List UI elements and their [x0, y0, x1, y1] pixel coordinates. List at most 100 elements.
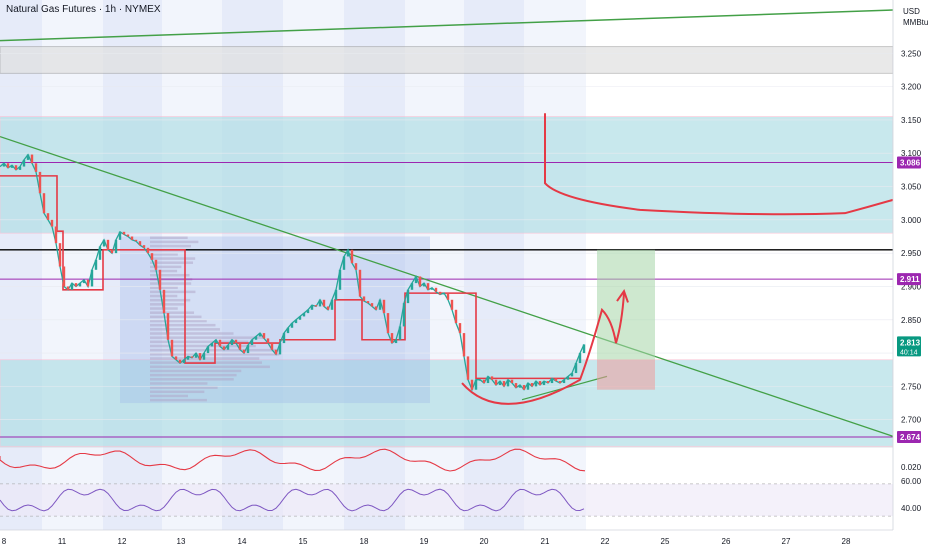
candle: [67, 286, 69, 289]
candle: [79, 283, 81, 286]
price-tick-label: 2.850: [901, 316, 922, 325]
time-tick-label: 21: [541, 537, 550, 546]
volume-profile-bar: [150, 316, 201, 319]
candle: [191, 356, 193, 357]
candle: [179, 360, 181, 363]
time-tick-label: 28: [842, 537, 851, 546]
candle: [127, 234, 129, 236]
candle: [203, 353, 205, 360]
candle: [363, 296, 365, 301]
candle: [299, 316, 301, 319]
candle: [279, 343, 281, 354]
volume-profile-bar: [150, 286, 178, 289]
price-tick-label: 2.950: [901, 249, 922, 258]
candle: [287, 328, 289, 333]
candle: [407, 290, 409, 303]
candle: [115, 240, 117, 253]
candle: [383, 300, 385, 313]
time-tick-label: 8: [2, 537, 7, 546]
candle: [379, 300, 381, 310]
price-tick-label: 2.750: [901, 382, 922, 391]
time-tick-label: 22: [601, 537, 610, 546]
unit-label: MMBtu: [903, 17, 928, 28]
candle: [155, 260, 157, 270]
long-position-tool: [597, 250, 655, 390]
candle: [55, 227, 57, 244]
candle: [247, 345, 249, 353]
candle: [555, 378, 557, 381]
candle: [175, 356, 177, 359]
candle: [239, 343, 241, 350]
stop-zone: [597, 360, 655, 390]
candle: [319, 300, 321, 307]
candle: [459, 323, 461, 333]
candle: [515, 383, 517, 388]
candle: [563, 380, 565, 383]
candle: [507, 380, 509, 387]
volume-profile-bar: [150, 378, 234, 381]
volume-profile-bar: [150, 257, 195, 260]
candle: [231, 340, 233, 345]
candle: [327, 306, 329, 309]
candle: [347, 250, 349, 257]
candle: [543, 381, 545, 385]
volume-profile-bar: [150, 391, 204, 394]
candle: [531, 383, 533, 386]
volume-profile-bar: [150, 399, 207, 402]
candle: [495, 380, 497, 385]
candle: [3, 163, 5, 166]
volume-profile-bar: [150, 274, 190, 277]
candle: [559, 381, 561, 383]
candle: [27, 155, 29, 160]
candle: [63, 266, 65, 286]
candle: [71, 283, 73, 290]
candle: [83, 280, 85, 283]
candle: [519, 385, 521, 388]
candle: [579, 353, 581, 363]
price-tick-label: 3.050: [901, 183, 922, 192]
candle: [295, 320, 297, 323]
time-tick-label: 12: [118, 537, 127, 546]
candle: [255, 336, 257, 339]
candle: [335, 290, 337, 300]
volume-profile-bar: [150, 370, 241, 373]
price-tick-label: 3.200: [901, 83, 922, 92]
candle: [263, 333, 265, 338]
candle: [31, 155, 33, 164]
time-tick-label: 13: [177, 537, 186, 546]
candle: [371, 303, 373, 306]
candle: [47, 213, 49, 220]
candle: [75, 283, 77, 286]
volume-profile-bar: [150, 253, 178, 256]
candle: [211, 343, 213, 346]
candle: [199, 353, 201, 360]
candle: [367, 301, 369, 303]
volume-profile-bar: [150, 245, 191, 248]
candle: [331, 300, 333, 310]
volume-profile-bar: [150, 382, 207, 385]
candle: [111, 250, 113, 253]
candle: [95, 260, 97, 270]
candle: [227, 345, 229, 350]
candle: [471, 380, 473, 390]
candle: [99, 246, 101, 259]
candle: [435, 288, 437, 292]
volume-profile-bar: [150, 270, 177, 273]
candle: [51, 220, 53, 227]
candle: [219, 340, 221, 347]
candle: [387, 313, 389, 333]
candle: [275, 350, 277, 355]
candle: [139, 241, 141, 245]
candle: [87, 280, 89, 287]
candle: [59, 243, 61, 266]
candle: [291, 323, 293, 328]
candle: [123, 232, 125, 235]
candle: [463, 333, 465, 356]
candle: [339, 270, 341, 290]
candle: [267, 338, 269, 343]
candle: [223, 346, 225, 349]
candle: [523, 385, 525, 390]
zone: [0, 117, 893, 234]
